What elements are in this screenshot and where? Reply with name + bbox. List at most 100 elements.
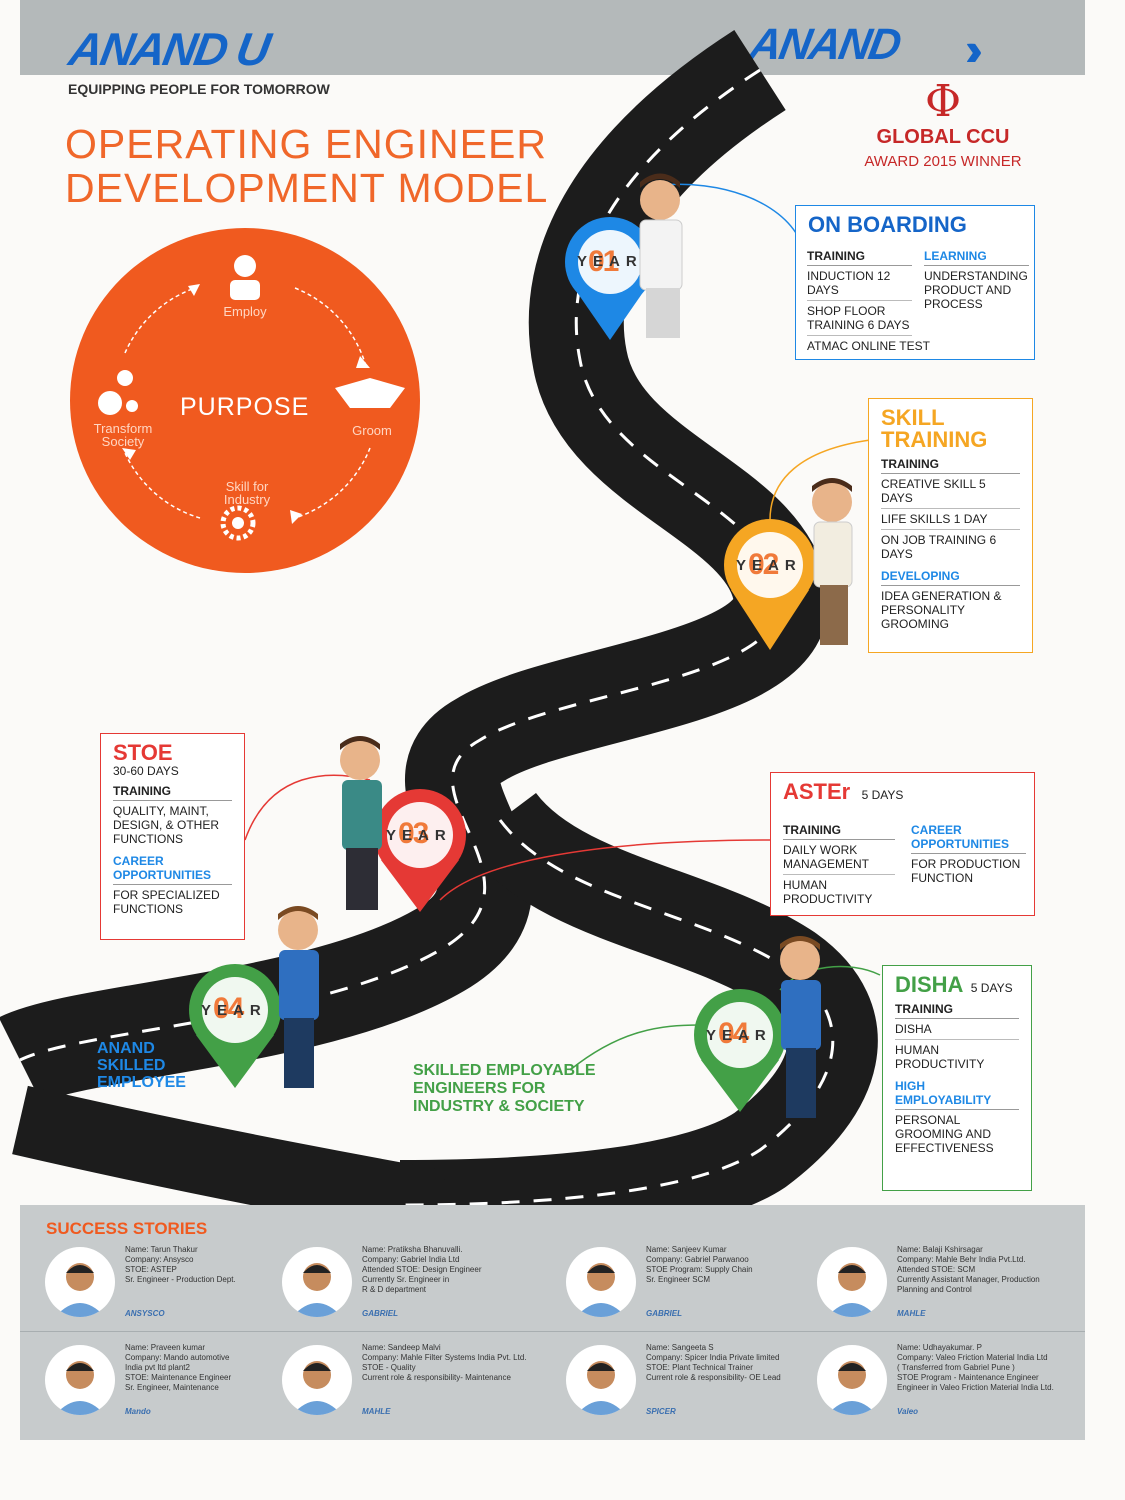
onboarding-training-head: TRAINING	[807, 249, 865, 263]
pin-4a-number: 04	[213, 992, 244, 1025]
person-year-4a-icon	[278, 906, 319, 1088]
pin-2-year: YEAR	[736, 557, 802, 574]
title-line-1: OPERATING ENGINEER	[65, 121, 547, 167]
story-text: Name: Udhayakumar. P Company: Valeo Fric…	[897, 1343, 1054, 1392]
award-badge: Φ GLOBAL CCU AWARD 2015 WINNER	[848, 76, 1038, 171]
onboarding-training-1: INDUCTION 12 DAYS	[807, 269, 891, 297]
person-year-1-icon	[639, 173, 683, 338]
skill-developing-1: IDEA GENERATION & PERSONALITY GROOMING	[881, 589, 1002, 631]
disha-high-head: HIGH EMPLOYABILITY	[895, 1079, 992, 1107]
pin-1-year: YEAR	[577, 253, 643, 270]
purpose-label: PURPOSE	[180, 393, 310, 421]
pin-4a-year: YEAR	[201, 1002, 267, 1019]
disha-title: DISHA	[895, 972, 964, 997]
aster-career-head: CAREER OPPORTUNITIES	[911, 823, 1010, 851]
story-text: Name: Pratiksha Bhanuvalli. Company: Gab…	[362, 1245, 482, 1294]
gear-wrench-icon	[220, 505, 256, 541]
disha-high-1: PERSONAL GROOMING AND EFFECTIVENESS	[895, 1113, 994, 1155]
award-subtitle: AWARD 2015 WINNER	[864, 153, 1022, 170]
person-year-4b-icon	[780, 936, 821, 1118]
pin-year-1-icon	[565, 217, 655, 340]
stoe-title: STOE	[113, 740, 173, 765]
stoe-training-head: TRAINING	[113, 784, 171, 798]
purpose-circle	[70, 228, 420, 573]
disha-training-1: DISHA	[895, 1022, 932, 1036]
groom-label: Groom	[352, 423, 392, 438]
onboarding-learning-1: UNDERSTANDING PRODUCT AND PROCESS	[924, 269, 1028, 311]
award-name: GLOBAL CCU	[876, 126, 1010, 148]
aster-training-2: HUMAN PRODUCTIVITY	[783, 878, 873, 906]
story-text: Name: Sanjeev Kumar Company: Gabriel Par…	[646, 1245, 753, 1284]
stoe-box: STOE 30-60 DAYS TRAINING QUALITY, MAINT,…	[100, 733, 245, 940]
onboarding-training-2: SHOP FLOOR TRAINING 6 DAYS	[807, 304, 910, 332]
skill-training-2: LIFE SKILLS 1 DAY	[881, 512, 988, 526]
header-band	[20, 0, 1085, 75]
page-title: OPERATING ENGINEER DEVELOPMENT MODEL	[65, 122, 548, 210]
employ-label: Employ	[223, 304, 267, 319]
onboarding-box: ON BOARDING TRAINING INDUCTION 12 DAYS S…	[795, 205, 1035, 360]
skill-title-1: SKILL	[881, 405, 945, 430]
pin-2-number: 02	[748, 548, 779, 581]
company-logo: MAHLE	[897, 1309, 926, 1318]
pin-3-number: 03	[398, 817, 429, 850]
avatar	[817, 1345, 887, 1415]
avatar	[282, 1345, 352, 1415]
company-logo: Valeo	[897, 1407, 919, 1416]
transform-society-label: Transform Society	[93, 421, 153, 449]
aster-days: 5 DAYS	[861, 788, 904, 802]
onboarding-title: ON BOARDING	[808, 212, 967, 237]
bubbles-icon	[98, 370, 138, 415]
handshake-icon	[335, 378, 405, 408]
skill-title-2: TRAINING	[881, 427, 988, 452]
person-year-3-icon	[340, 736, 382, 910]
pin-year-2-icon	[724, 519, 816, 650]
tagline: EQUIPPING PEOPLE FOR TOMORROW	[68, 81, 330, 97]
company-logo: MAHLE	[362, 1407, 391, 1416]
globalccu-logo-icon: Φ	[924, 76, 962, 127]
avatar	[566, 1345, 636, 1415]
avatar	[282, 1247, 352, 1317]
anand-skilled-label: ANAND SKILLED EMPLOYEE	[97, 1040, 186, 1091]
company-logo: SPICER	[646, 1407, 676, 1416]
skill-training-3: ON JOB TRAINING 6 DAYS	[881, 533, 997, 561]
skill-training-head: TRAINING	[881, 457, 939, 471]
person-year-2-icon	[812, 478, 853, 645]
stoe-training-1: QUALITY, MAINT, DESIGN, & OTHER FUNCTION…	[113, 804, 220, 846]
success-stories-title: SUCCESS STORIES	[46, 1219, 208, 1238]
pin-1-number: 01	[588, 245, 619, 278]
story-text: Name: Sangeeta S Company: Spicer India P…	[646, 1343, 781, 1382]
onboarding-learning-head: LEARNING	[924, 249, 987, 263]
stoe-career-head: CAREER OPPORTUNITIES	[113, 854, 212, 882]
pin-3-year: YEAR	[386, 827, 452, 844]
disha-training-2: HUMAN PRODUCTIVITY	[895, 1043, 985, 1071]
avatar	[817, 1247, 887, 1317]
aster-training-head: TRAINING	[783, 823, 841, 837]
disha-box: DISHA 5 DAYS TRAINING DISHA HUMAN PRODUC…	[882, 965, 1032, 1191]
skilled-employable-label: SKILLED EMPLOYABLE ENGINEERS FOR INDUSTR…	[413, 1062, 596, 1115]
disha-training-head: TRAINING	[895, 1002, 953, 1016]
company-logo: ANSYSCO	[125, 1309, 165, 1318]
success-stories-section	[20, 1205, 1085, 1440]
aster-career-1: FOR PRODUCTION FUNCTION	[911, 857, 1021, 885]
avatar	[45, 1247, 115, 1317]
title-line-2: DEVELOPMENT MODEL	[65, 165, 549, 211]
story-text: Name: Balaji Kshirsagar Company: Mahle B…	[897, 1245, 1040, 1294]
stoe-days: 30-60 DAYS	[113, 764, 179, 778]
avatar	[566, 1247, 636, 1317]
pin-4b-number: 04	[718, 1017, 749, 1050]
pin-year-3-icon	[374, 789, 466, 912]
skill-for-industry-label: Skill for Industry	[223, 479, 271, 507]
story-text: Name: Praveen kumar Company: Mando autom…	[125, 1343, 232, 1392]
aster-box: ASTEr 5 DAYS TRAINING DAILY WORK MANAGEM…	[770, 772, 1035, 916]
purpose-cycle-arrows	[98, 255, 405, 541]
disha-days: 5 DAYS	[970, 981, 1013, 995]
company-logo: GABRIEL	[362, 1309, 398, 1318]
story-text: Name: Tarun Thakur Company: Ansysco STOE…	[125, 1245, 236, 1284]
avatar	[45, 1345, 115, 1415]
company-logo: Mando	[125, 1407, 151, 1416]
employee-icon	[230, 255, 260, 300]
skill-training-1: CREATIVE SKILL 5 DAYS	[881, 477, 986, 505]
company-logo: GABRIEL	[646, 1309, 682, 1318]
